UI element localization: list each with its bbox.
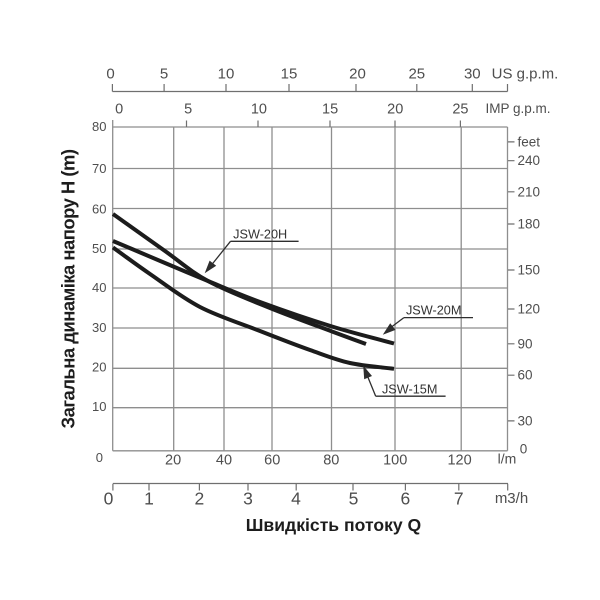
svg-text:15: 15 bbox=[281, 66, 298, 83]
svg-text:60: 60 bbox=[518, 368, 533, 383]
svg-text:0: 0 bbox=[520, 442, 528, 457]
svg-text:20: 20 bbox=[387, 102, 403, 118]
svg-text:30: 30 bbox=[464, 66, 481, 83]
svg-text:180: 180 bbox=[518, 217, 541, 232]
svg-text:7: 7 bbox=[454, 489, 464, 509]
svg-text:30: 30 bbox=[518, 413, 533, 428]
svg-text:Загальна динаміка напору H (m): Загальна динаміка напору H (m) bbox=[58, 149, 79, 428]
svg-text:IMP g.p.m.: IMP g.p.m. bbox=[485, 101, 550, 116]
svg-text:Швидкість потоку Q: Швидкість потоку Q bbox=[246, 515, 422, 535]
svg-text:70: 70 bbox=[92, 161, 106, 176]
svg-text:120: 120 bbox=[447, 453, 471, 469]
svg-text:20: 20 bbox=[165, 453, 181, 469]
svg-text:60: 60 bbox=[264, 453, 280, 469]
svg-text:15: 15 bbox=[322, 102, 338, 118]
svg-text:l/m: l/m bbox=[498, 451, 517, 467]
svg-text:240: 240 bbox=[518, 153, 541, 168]
svg-text:2: 2 bbox=[195, 489, 205, 509]
svg-text:30: 30 bbox=[92, 320, 106, 335]
svg-text:0: 0 bbox=[104, 489, 114, 509]
svg-text:10: 10 bbox=[251, 102, 267, 118]
svg-text:0: 0 bbox=[115, 102, 123, 118]
svg-text:10: 10 bbox=[218, 66, 235, 83]
svg-text:JSW-15M: JSW-15M bbox=[382, 382, 437, 396]
svg-text:25: 25 bbox=[452, 102, 468, 118]
svg-text:120: 120 bbox=[518, 302, 541, 317]
svg-text:feet: feet bbox=[518, 134, 541, 149]
svg-text:90: 90 bbox=[518, 336, 533, 351]
svg-text:40: 40 bbox=[216, 453, 232, 469]
svg-text:m3/h: m3/h bbox=[495, 490, 528, 507]
svg-text:100: 100 bbox=[383, 453, 407, 469]
svg-text:JSW-20M: JSW-20M bbox=[406, 303, 461, 317]
svg-text:20: 20 bbox=[92, 360, 106, 375]
svg-text:20: 20 bbox=[349, 66, 366, 83]
svg-text:25: 25 bbox=[408, 66, 425, 83]
svg-text:210: 210 bbox=[518, 184, 541, 199]
svg-text:JSW-20H: JSW-20H bbox=[233, 228, 287, 242]
svg-text:50: 50 bbox=[92, 241, 106, 256]
svg-text:5: 5 bbox=[160, 66, 168, 83]
svg-text:60: 60 bbox=[92, 201, 106, 216]
svg-text:US g.p.m.: US g.p.m. bbox=[492, 66, 559, 83]
svg-text:6: 6 bbox=[401, 489, 411, 509]
svg-text:80: 80 bbox=[92, 119, 106, 134]
svg-text:5: 5 bbox=[349, 489, 359, 509]
svg-text:80: 80 bbox=[323, 453, 339, 469]
svg-text:40: 40 bbox=[92, 280, 106, 295]
svg-text:0: 0 bbox=[106, 66, 114, 83]
svg-text:3: 3 bbox=[243, 489, 253, 509]
svg-text:1: 1 bbox=[144, 489, 154, 509]
svg-text:0: 0 bbox=[96, 450, 103, 465]
svg-text:150: 150 bbox=[518, 263, 541, 278]
svg-text:10: 10 bbox=[92, 399, 106, 414]
svg-text:5: 5 bbox=[184, 102, 192, 118]
svg-text:4: 4 bbox=[291, 489, 301, 509]
